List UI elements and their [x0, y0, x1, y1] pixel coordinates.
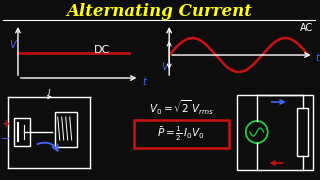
Bar	[14, 118, 30, 146]
Text: +: +	[2, 119, 10, 129]
Bar	[134, 120, 229, 148]
Text: $\bar{P} = \frac{1}{2}\,I_0 V_0$: $\bar{P} = \frac{1}{2}\,I_0 V_0$	[157, 125, 205, 143]
Text: t: t	[316, 53, 319, 63]
Text: t: t	[142, 77, 146, 87]
Text: −: −	[1, 134, 11, 144]
Bar	[297, 108, 308, 156]
Text: Alternating Current: Alternating Current	[66, 3, 252, 19]
Text: V: V	[10, 40, 16, 50]
Bar	[55, 112, 77, 147]
Bar	[237, 95, 314, 170]
Text: I: I	[48, 89, 50, 98]
Text: AC: AC	[300, 23, 313, 33]
Text: V: V	[161, 62, 168, 72]
Text: $V_0 = \sqrt{2}\,V_{rms}$: $V_0 = \sqrt{2}\,V_{rms}$	[149, 99, 213, 117]
Text: DC: DC	[93, 45, 110, 55]
